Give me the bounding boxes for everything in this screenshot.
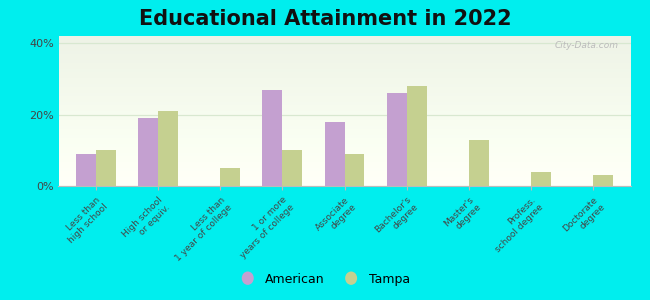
Bar xyxy=(58,48,630,51)
Bar xyxy=(58,36,630,39)
Bar xyxy=(58,132,630,135)
Bar xyxy=(58,96,630,99)
Bar xyxy=(58,117,630,120)
Bar xyxy=(58,120,630,123)
Bar xyxy=(58,78,630,81)
Bar xyxy=(593,175,613,186)
Bar xyxy=(58,54,630,57)
Bar xyxy=(58,123,630,126)
Bar xyxy=(58,144,630,147)
Bar xyxy=(58,168,630,171)
Bar xyxy=(58,108,630,111)
Bar xyxy=(58,129,630,132)
Bar xyxy=(58,57,630,60)
Bar xyxy=(58,126,630,129)
Bar xyxy=(344,154,365,186)
Bar xyxy=(324,122,345,186)
Text: Educational Attainment in 2022: Educational Attainment in 2022 xyxy=(138,9,512,29)
Bar xyxy=(58,90,630,93)
Bar xyxy=(58,147,630,150)
Bar xyxy=(58,87,630,90)
Bar xyxy=(531,172,551,186)
Bar xyxy=(282,150,302,186)
Bar xyxy=(58,66,630,69)
Bar xyxy=(58,156,630,159)
Bar xyxy=(58,45,630,48)
Bar xyxy=(138,118,158,186)
Bar xyxy=(58,60,630,63)
Text: City-Data.com: City-Data.com xyxy=(555,40,619,50)
Bar xyxy=(58,153,630,156)
Bar xyxy=(58,135,630,138)
Bar xyxy=(407,86,426,186)
Bar xyxy=(58,162,630,165)
Legend: American, Tampa: American, Tampa xyxy=(235,268,415,291)
Bar xyxy=(58,63,630,66)
Bar xyxy=(58,93,630,96)
Bar xyxy=(58,42,630,45)
Bar xyxy=(58,111,630,114)
Bar xyxy=(58,141,630,144)
Bar xyxy=(58,174,630,177)
Bar xyxy=(58,177,630,180)
Bar xyxy=(263,90,282,186)
Bar xyxy=(58,183,630,186)
Bar xyxy=(58,138,630,141)
Bar xyxy=(58,84,630,87)
Bar xyxy=(58,165,630,168)
Bar xyxy=(58,102,630,105)
Bar xyxy=(58,171,630,174)
Bar xyxy=(58,99,630,102)
Bar xyxy=(58,75,630,78)
Bar xyxy=(58,150,630,153)
Bar xyxy=(58,180,630,183)
Bar xyxy=(158,111,178,186)
Bar xyxy=(58,81,630,84)
Bar xyxy=(58,114,630,117)
Bar xyxy=(58,105,630,108)
Bar xyxy=(469,140,489,186)
Bar xyxy=(58,72,630,75)
Bar xyxy=(96,150,116,186)
Bar xyxy=(58,69,630,72)
Bar xyxy=(76,154,96,186)
Bar xyxy=(58,159,630,162)
Bar xyxy=(58,39,630,42)
Bar xyxy=(220,168,240,186)
Bar xyxy=(58,51,630,54)
Bar xyxy=(387,93,407,186)
